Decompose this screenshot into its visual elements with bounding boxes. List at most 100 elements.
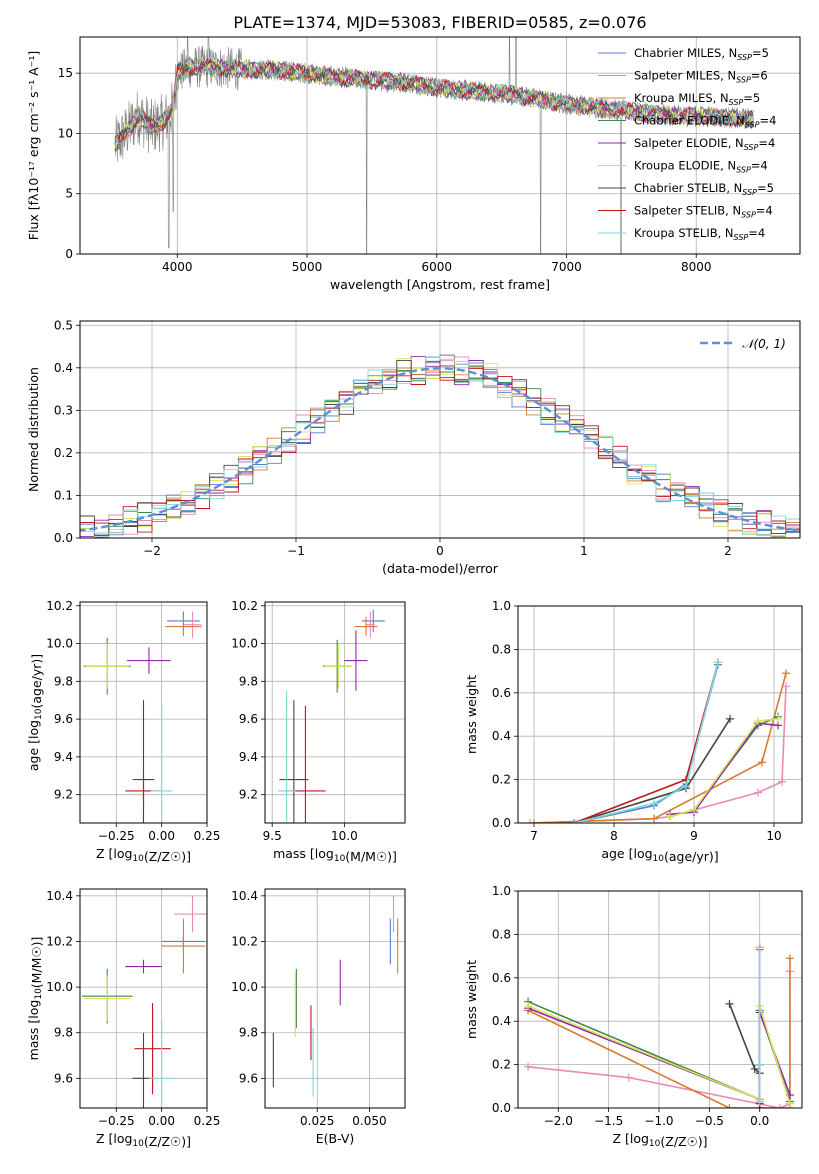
y-tick-label: 9.6 <box>239 712 258 726</box>
x-tick-label: 5000 <box>292 260 323 274</box>
y-tick-label: 0 <box>65 247 73 261</box>
series-marker <box>726 714 734 723</box>
series-marker <box>785 1099 794 1108</box>
y-tick-label: 0.8 <box>492 642 511 656</box>
x-tick-label: 9.5 <box>263 829 282 843</box>
axes-age_vs_mass: 9.5 10.0 9.2 9.4 9.6 9.8 10.0 10.2 mass [log10(M… <box>231 599 406 864</box>
axes-mass_vs_EBV: 0.025 0.050 9.6 9.8 10.0 10.2 10.4 E(B-V) <box>231 888 406 1146</box>
series-line <box>527 958 791 1108</box>
series-marker <box>755 1097 764 1106</box>
x-axis-label: (data-model)/error <box>382 561 499 576</box>
y-tick-label: 10.0 <box>231 980 258 994</box>
errorbar-point <box>174 895 207 933</box>
errorbar-point <box>361 609 385 633</box>
x-tick-label: 10.0 <box>331 829 358 843</box>
series-marker <box>755 1060 764 1069</box>
x-tick-label: 8000 <box>681 260 712 274</box>
series-marker <box>782 669 790 678</box>
x-tick-label: −1.5 <box>594 1114 623 1128</box>
y-tick-label: 0.2 <box>492 1058 511 1072</box>
axes-frame <box>264 888 406 1109</box>
errorbar-point <box>150 705 173 823</box>
x-tick-label: 7 <box>530 829 538 843</box>
series-marker <box>570 819 578 823</box>
y-tick-label: 10.2 <box>231 934 258 948</box>
errorbar-point <box>161 918 206 974</box>
axes-mass_vs_Z: −0.25 0.00 0.25 9.6 9.8 10.0 10.2 10.4 Z [log10(… <box>26 888 220 1149</box>
x-tick-label: 0.00 <box>148 1114 175 1128</box>
legend-label: Salpeter STELIB, NSSP=4 <box>634 204 773 220</box>
axes-frame <box>264 601 406 824</box>
y-tick-label: 10.0 <box>46 980 73 994</box>
series-marker <box>725 1104 734 1108</box>
y-axis-label: mass weight <box>464 960 479 1039</box>
y-tick-label: 0.2 <box>54 446 73 460</box>
x-tick-label: −0.25 <box>98 829 135 843</box>
y-tick-label: 9.6 <box>54 712 73 726</box>
series-marker <box>778 777 786 786</box>
x-tick-label: 0.025 <box>300 1114 334 1128</box>
y-tick-label: 15 <box>58 66 73 80</box>
errorbar-point <box>134 1003 171 1095</box>
y-tick-label: 0.0 <box>492 816 511 830</box>
axes-frame <box>79 36 801 255</box>
series-marker <box>524 1062 533 1071</box>
x-tick-label: −1.0 <box>644 1114 673 1128</box>
x-tick-label: 0.00 <box>148 829 175 843</box>
plot-area-massweight_vs_age <box>526 658 790 823</box>
spectrum-model-line <box>114 56 754 146</box>
x-tick-label: 7000 <box>551 260 582 274</box>
plot-area-residuals <box>80 354 800 538</box>
x-tick-label: −2.0 <box>544 1114 573 1128</box>
y-axis-label: age [log10(age/yr)] <box>26 654 44 771</box>
errorbar-point <box>83 975 131 1022</box>
spectrum-model-line <box>114 58 754 145</box>
y-axis-label: mass weight <box>464 675 479 754</box>
y-tick-label: 0.0 <box>492 1101 511 1115</box>
series-line <box>573 662 719 823</box>
x-axis-label: Z [log10(Z/Z☉)] <box>96 846 191 864</box>
y-tick-label: 10.2 <box>46 599 73 613</box>
y-tick-label: 0.5 <box>54 318 73 332</box>
axes-residuals: −2 −1 0 1 2 0.0 0.1 0.2 0.3 0.4 0.5 (data-model)/er… <box>26 318 801 576</box>
axes-frame <box>79 888 208 1109</box>
y-tick-label: 1.0 <box>492 884 511 898</box>
axes-age_vs_Z: −0.25 0.00 0.25 9.2 9.4 9.6 9.8 10.0 10.2 Z [log1… <box>26 599 221 864</box>
x-axis-label: wavelength [Angstrom, rest frame] <box>330 277 550 292</box>
x-tick-label: 0.25 <box>194 829 221 843</box>
y-tick-label: 9.8 <box>239 1026 258 1040</box>
series-marker <box>624 1073 633 1082</box>
x-axis-label: Z [log10(Z/Z☉)] <box>96 1131 191 1149</box>
series-marker <box>714 658 722 667</box>
y-tick-label: 0.2 <box>492 773 511 787</box>
legend-label: 𝒩(0, 1) <box>742 337 786 351</box>
errorbar-point <box>127 647 171 674</box>
x-axis-label: Z [log10(Z/Z☉)] <box>612 1131 707 1149</box>
series-marker <box>782 682 790 691</box>
y-tick-label: 10.4 <box>46 889 73 903</box>
legend-label: Salpeter ELODIE, NSSP=4 <box>634 136 775 152</box>
legend-label: Chabrier MILES, NSSP=5 <box>634 46 769 62</box>
x-axis-label: mass [log10(M/M☉)] <box>273 846 397 864</box>
x-axis-label: E(B-V) <box>316 1131 355 1146</box>
axes-frame <box>517 605 803 824</box>
y-tick-label: 1.0 <box>492 599 511 613</box>
y-tick-label: 9.8 <box>239 674 258 688</box>
y-tick-label: 10.4 <box>231 889 258 903</box>
y-axis-label: Normed distribution <box>26 367 41 492</box>
y-tick-label: 10 <box>58 126 73 140</box>
x-tick-label: 10 <box>766 829 781 843</box>
y-tick-label: 10.0 <box>231 637 258 651</box>
axes-massweight_vs_Z: −2.0 −1.5 −1.0 −0.5 0.0 0.0 0.2 0.4 0.6 0.8 1.0 Z [… <box>464 884 803 1149</box>
errorbar-point <box>165 617 202 636</box>
series-marker <box>650 799 658 808</box>
x-tick-label: 2 <box>724 544 732 558</box>
series-marker <box>682 782 690 791</box>
series-marker <box>666 812 674 821</box>
gaussian-reference-curve <box>80 367 800 532</box>
y-axis-label: Flux [fλ10⁻¹⁷ erg cm⁻² s⁻¹ A⁻¹] <box>26 51 41 240</box>
x-tick-label: 8 <box>610 829 618 843</box>
errorbar-point <box>354 617 378 636</box>
series-line <box>573 662 719 823</box>
